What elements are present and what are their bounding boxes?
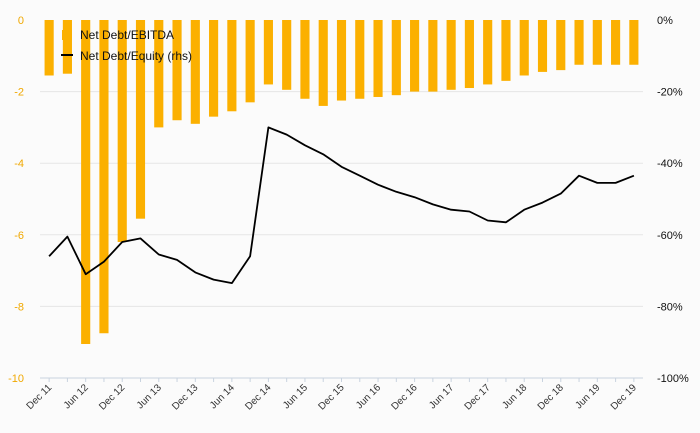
x-tick-label: Dec 18 — [536, 382, 566, 412]
bar — [282, 20, 292, 90]
line-path — [48, 126, 635, 285]
y-left-tick-label: 0 — [18, 15, 24, 27]
bar — [263, 20, 273, 85]
y-right-tick-label: -20% — [657, 87, 683, 99]
y-right-tick-label: -60% — [657, 230, 683, 242]
bar — [99, 20, 109, 334]
bar — [154, 20, 164, 128]
bar — [227, 20, 237, 112]
y-left-tick-label: -10 — [8, 373, 24, 385]
x-tick-label: Jun 13 — [135, 382, 164, 411]
x-tick-label: Dec 12 — [97, 382, 127, 412]
x-tick-label: Jun 15 — [281, 382, 310, 411]
bar — [391, 20, 401, 96]
bar — [62, 20, 72, 74]
bar — [117, 20, 127, 242]
x-tick-label: Dec 14 — [243, 382, 273, 412]
bar — [336, 20, 347, 101]
bar — [519, 20, 529, 76]
bar — [410, 20, 420, 92]
legend-label-bar: Net Debt/EBITDA — [80, 28, 174, 42]
legend: Net Debt/EBITDA Net Debt/Equity (rhs) — [61, 28, 192, 63]
x-tick-label: Dec 19 — [609, 382, 639, 412]
x-tick-label: Jun 14 — [208, 382, 237, 411]
bar — [428, 20, 438, 92]
bar — [537, 20, 548, 72]
bar — [464, 20, 474, 89]
bar — [318, 20, 328, 106]
bar — [190, 20, 200, 124]
bar — [355, 20, 365, 99]
y-right-tick-label: 0% — [657, 15, 673, 27]
y-left-tick-label: -4 — [14, 158, 24, 170]
bar — [556, 20, 566, 71]
y-right-tick-label: -80% — [657, 301, 683, 313]
bar-series-net-debt-ebitda — [44, 20, 639, 344]
line-series-net-debt-equity — [48, 126, 635, 285]
bar — [592, 20, 602, 65]
x-tick-label: Jun 18 — [500, 382, 529, 411]
bar — [611, 20, 621, 65]
x-tick-label: Jun 17 — [427, 382, 456, 411]
x-tick-label: Dec 16 — [390, 382, 420, 412]
y-right-tick-label: -40% — [657, 158, 683, 170]
bar — [172, 20, 182, 121]
x-tick-label: Dec 13 — [170, 382, 200, 412]
x-tick-label: Dec 15 — [316, 382, 346, 412]
bar — [81, 20, 91, 344]
y-right-tick-label: -100% — [657, 373, 689, 385]
bar — [245, 20, 255, 103]
bar — [44, 20, 54, 76]
bar — [373, 20, 383, 97]
bar — [446, 20, 456, 90]
bar — [501, 20, 511, 81]
x-tick-label: Jun 12 — [62, 382, 91, 411]
x-tick-label: Dec 11 — [25, 382, 55, 412]
y-left-tick-label: -2 — [14, 87, 24, 99]
x-tick-label: Jun 16 — [354, 382, 383, 411]
legend-swatch-bar — [62, 30, 72, 40]
bar — [300, 20, 310, 99]
bar — [483, 20, 493, 85]
bar — [629, 20, 639, 65]
bar — [135, 20, 146, 219]
x-tick-label: Dec 17 — [463, 382, 493, 412]
axes: 0-2-4-6-8-100%-20%-40%-60%-80%-100%Dec 1… — [8, 15, 689, 413]
bar — [574, 20, 584, 65]
gridlines — [40, 91, 643, 379]
bar — [209, 20, 219, 117]
y-left-tick-label: -8 — [14, 301, 24, 313]
y-left-tick-label: -6 — [14, 230, 24, 242]
legend-label-line: Net Debt/Equity (rhs) — [80, 49, 192, 63]
x-tick-label: Jun 19 — [573, 382, 602, 411]
